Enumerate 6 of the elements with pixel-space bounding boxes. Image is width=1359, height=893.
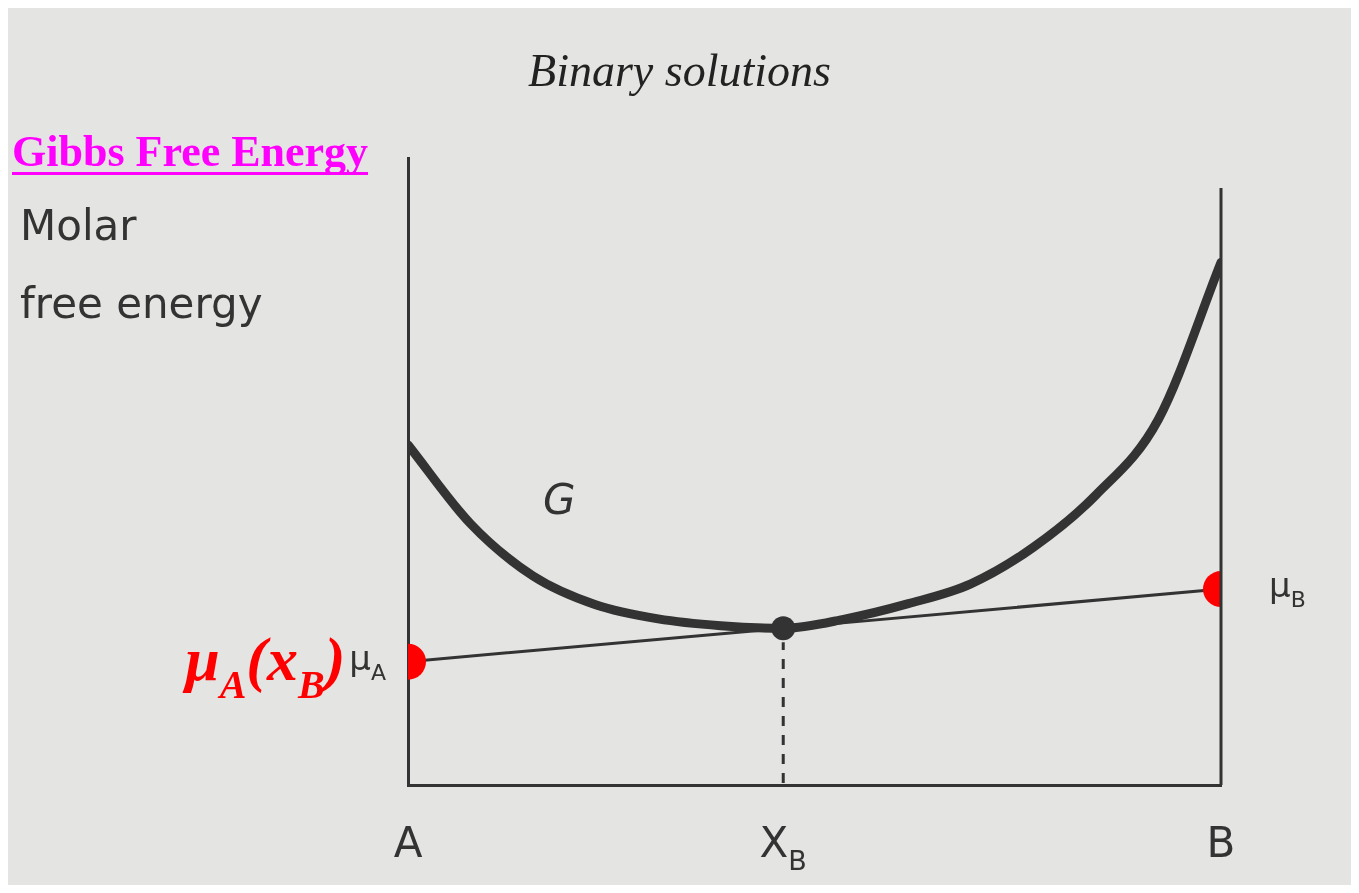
y-axis-title: Molar free energy bbox=[20, 201, 263, 328]
chart-title: Binary solutions bbox=[528, 45, 831, 96]
x-tick-label: A bbox=[393, 818, 423, 867]
series-label: G bbox=[543, 475, 576, 524]
x-tick-label: B bbox=[1206, 818, 1236, 867]
text: Gibbs Free Energy bbox=[12, 127, 369, 176]
